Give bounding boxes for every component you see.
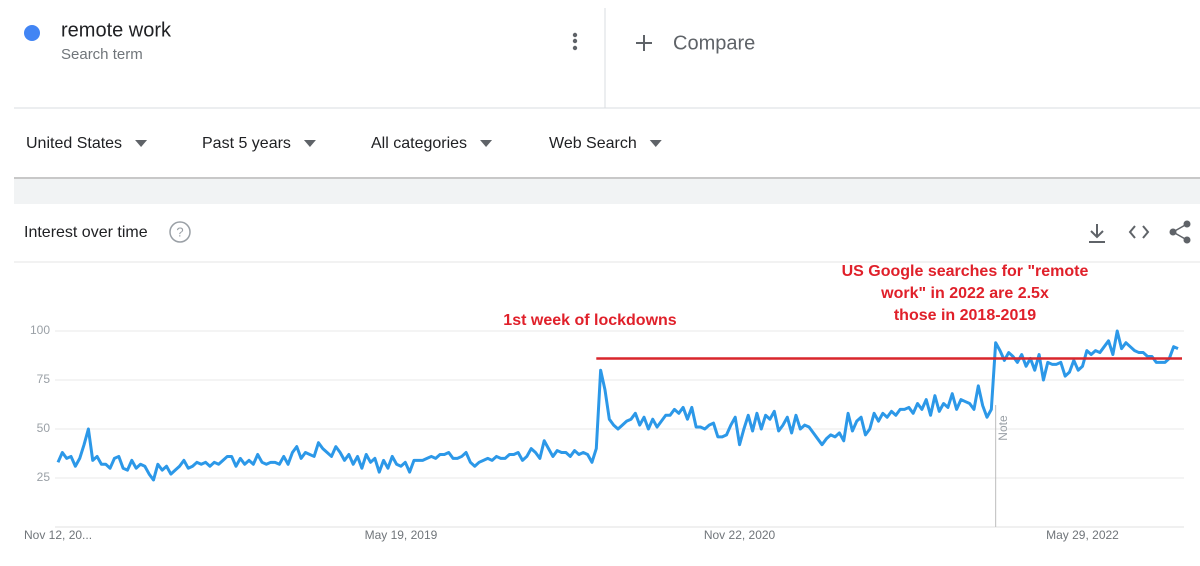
- menu-button[interactable]: [572, 32, 578, 51]
- compare-plus[interactable]: [636, 35, 652, 51]
- x-tick-label: May 29, 2022: [1046, 528, 1119, 542]
- dropdown-arrow: [135, 140, 148, 147]
- series-line: [56, 329, 1179, 482]
- filter[interactable]: United States: [26, 135, 122, 152]
- section-title: Interest over time: [24, 224, 148, 241]
- download-icon[interactable]: [1089, 224, 1105, 243]
- filter[interactable]: All categories: [371, 135, 467, 152]
- filter[interactable]: Web Search: [549, 135, 637, 152]
- annotation: US Google searches for "remote: [842, 263, 1089, 280]
- y-tick-label: 100: [30, 323, 50, 337]
- annotation: work" in 2022 are 2.5x: [880, 285, 1049, 302]
- x-tick-label: Nov 22, 2020: [704, 528, 776, 542]
- share-icon[interactable]: [1169, 220, 1191, 244]
- y-tick-label: 50: [37, 421, 51, 435]
- note-label: Note: [996, 415, 1010, 441]
- dropdown-arrow: [480, 140, 493, 147]
- y-tick-label: 75: [37, 372, 51, 386]
- annotation: 1st week of lockdowns: [503, 312, 676, 329]
- annotation: those in 2018-2019: [894, 307, 1036, 324]
- embed-icon[interactable]: [1128, 225, 1150, 239]
- dropdown-arrow: [303, 140, 316, 147]
- x-tick-label: May 19, 2019: [365, 528, 438, 542]
- filter[interactable]: Past 5 years: [202, 135, 291, 152]
- term-type: Search term: [61, 46, 143, 63]
- compare[interactable]: Compare: [673, 32, 755, 54]
- x-tick-label: Nov 12, 20...: [24, 528, 92, 542]
- term-dot: [24, 25, 40, 41]
- svg-text:?: ?: [176, 224, 183, 239]
- band: [14, 178, 1200, 204]
- term: remote work: [61, 19, 172, 41]
- dropdown-arrow: [649, 140, 662, 147]
- y-tick-label: 25: [37, 470, 51, 484]
- help-icon[interactable]: ?: [169, 221, 191, 243]
